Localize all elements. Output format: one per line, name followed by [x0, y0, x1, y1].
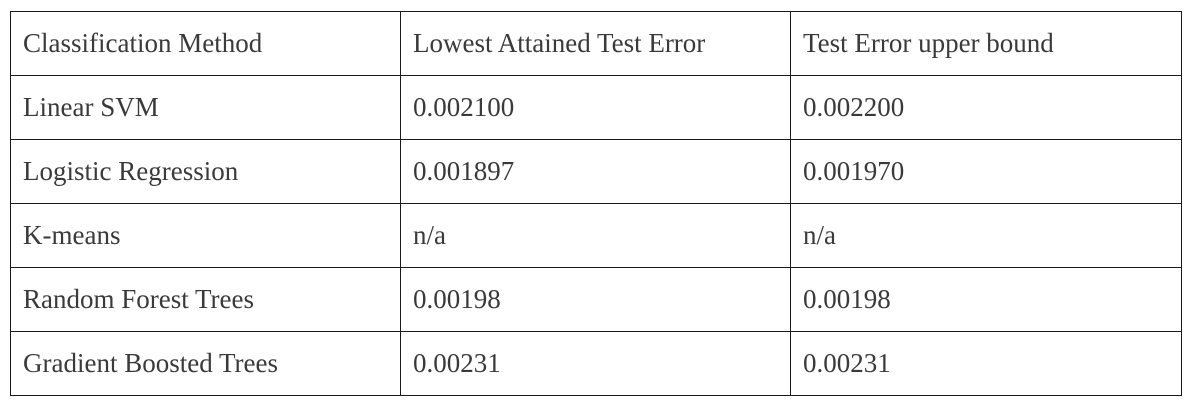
- method-cell: Linear SVM: [10, 75, 401, 140]
- upper-bound-cell: 0.001970: [790, 139, 1182, 204]
- header-cell-test-error-upper-bound: Test Error upper bound: [790, 11, 1182, 76]
- lowest-error-cell: 0.00198: [400, 267, 791, 332]
- lowest-error-cell: 0.002100: [400, 75, 791, 140]
- upper-bound-cell: n/a: [790, 203, 1182, 268]
- table-row: Logistic Regression 0.001897 0.001970: [10, 139, 1182, 204]
- upper-bound-cell: 0.002200: [790, 75, 1182, 140]
- lowest-error-cell: n/a: [400, 203, 791, 268]
- header-cell-lowest-attained-test-error: Lowest Attained Test Error: [400, 11, 791, 76]
- method-cell: Gradient Boosted Trees: [10, 331, 401, 396]
- table-row: Random Forest Trees 0.00198 0.00198: [10, 267, 1182, 332]
- upper-bound-cell: 0.00198: [790, 267, 1182, 332]
- method-cell: Random Forest Trees: [10, 267, 401, 332]
- table-row: K-means n/a n/a: [10, 203, 1182, 268]
- lowest-error-cell: 0.00231: [400, 331, 791, 396]
- upper-bound-cell: 0.00231: [790, 331, 1182, 396]
- table-row: Gradient Boosted Trees 0.00231 0.00231: [10, 331, 1182, 396]
- header-cell-classification-method: Classification Method: [10, 11, 401, 76]
- results-table: Classification Method Lowest Attained Te…: [10, 11, 1182, 396]
- table-header-row: Classification Method Lowest Attained Te…: [10, 11, 1182, 76]
- method-cell: Logistic Regression: [10, 139, 401, 204]
- table-row: Linear SVM 0.002100 0.002200: [10, 75, 1182, 140]
- method-cell: K-means: [10, 203, 401, 268]
- lowest-error-cell: 0.001897: [400, 139, 791, 204]
